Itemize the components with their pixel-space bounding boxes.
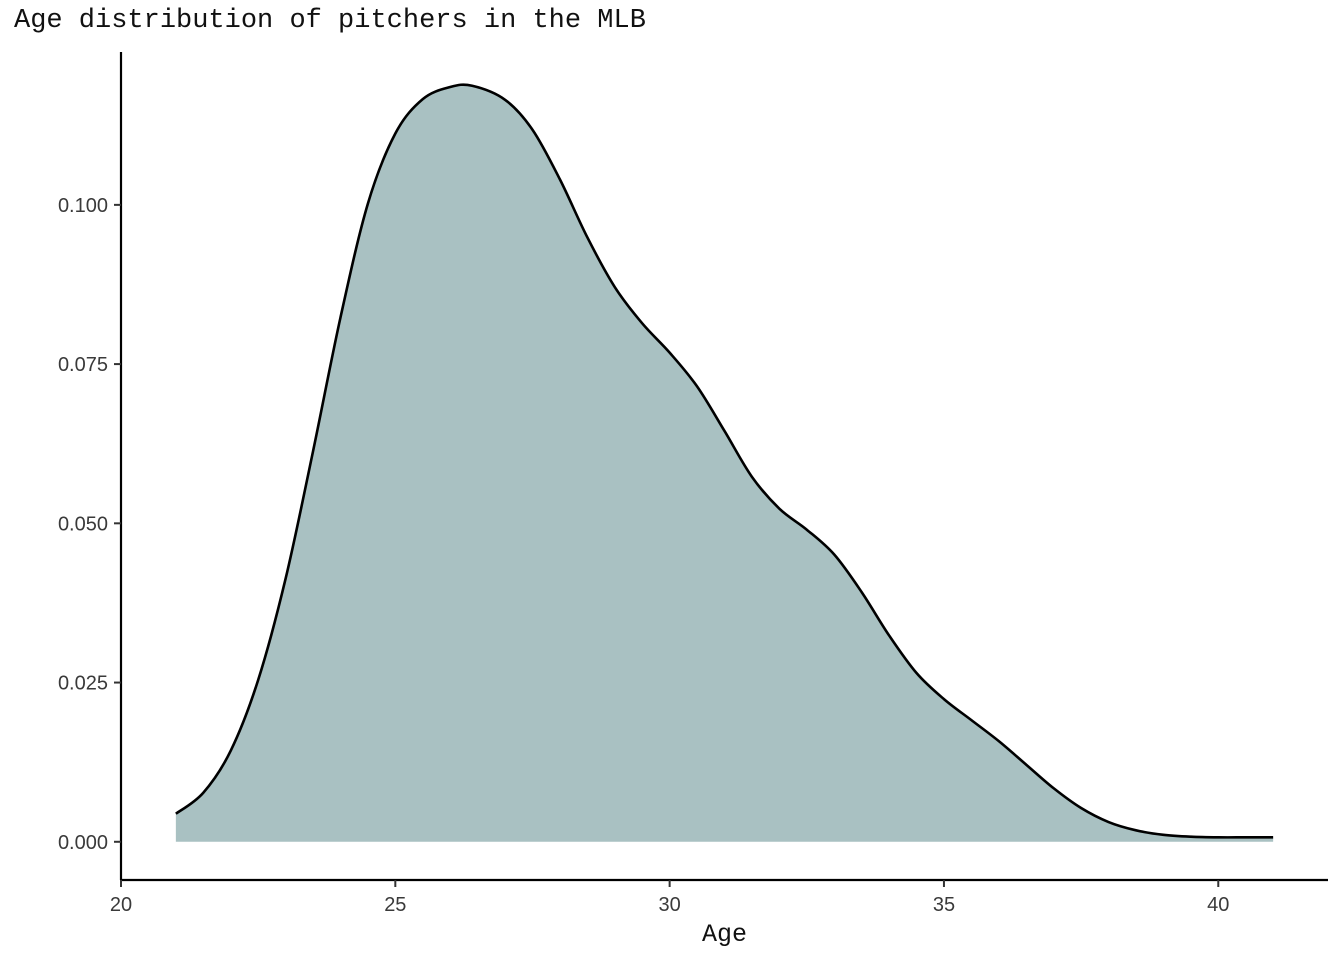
x-axis-title: Age — [702, 920, 747, 949]
y-tick-label: 0.075 — [58, 354, 108, 376]
axes: 0.000 0.025 0.050 0.075 0.100 20 25 30 35 40 Age — [58, 52, 1328, 949]
density-curve-line — [175, 83, 1274, 839]
x-tick-label: 25 — [384, 894, 406, 916]
x-tick-label: 35 — [933, 894, 955, 916]
x-tick-label: 30 — [659, 894, 681, 916]
y-tick-label: 0.025 — [58, 673, 108, 695]
x-tick-label: 40 — [1207, 894, 1229, 916]
y-tick-label: 0.000 — [58, 832, 108, 854]
y-tick-label: 0.050 — [58, 513, 108, 535]
plot-area — [175, 83, 1274, 842]
y-tick-label: 0.100 — [58, 195, 108, 217]
x-tick-label: 20 — [110, 894, 132, 916]
chart-title: Age distribution of pitchers in the MLB — [14, 6, 646, 36]
density-area-fill — [175, 84, 1274, 842]
